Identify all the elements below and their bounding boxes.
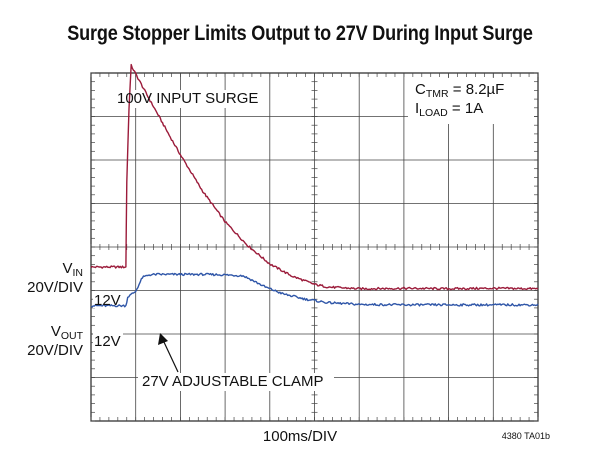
trace-layer: [90, 63, 539, 308]
annotation-layer: [93, 78, 534, 391]
trace-vout: [90, 272, 539, 308]
iload-condition: ILOAD = 1A: [415, 100, 484, 119]
vout-channel-label: VOUT: [50, 323, 83, 342]
ctmr-condition: CTMR = 8.2µF: [415, 81, 505, 100]
clamp-annotation: 27V ADJUSTABLE CLAMP: [142, 373, 324, 390]
conditions-backdrop: [408, 78, 534, 124]
trace-vin: [90, 63, 539, 291]
vout-scale-label: 20V/DIV: [27, 342, 83, 359]
vin-channel-label: VIN: [62, 260, 83, 279]
vout-baseline-label: 12V: [94, 333, 121, 350]
vin-baseline-label: 12V: [94, 292, 121, 309]
clamp-label-backdrop: [138, 373, 334, 391]
vin-baseline-backdrop: [93, 292, 123, 308]
surge-label-backdrop: [113, 90, 265, 108]
vin-scale-label: 20V/DIV: [27, 279, 83, 296]
plot-grid: [90, 72, 539, 422]
clamp-arrow-head: [158, 333, 168, 345]
figure-id: 4380 TA01b: [501, 431, 550, 441]
clamp-arrow-shaft: [162, 339, 179, 373]
x-axis-label: 100ms/DIV: [262, 428, 338, 445]
vout-baseline-backdrop: [93, 333, 123, 349]
chart-title: Surge Stopper Limits Output to 27V Durin…: [67, 22, 533, 45]
surge-annotation: 100V INPUT SURGE: [117, 90, 259, 107]
